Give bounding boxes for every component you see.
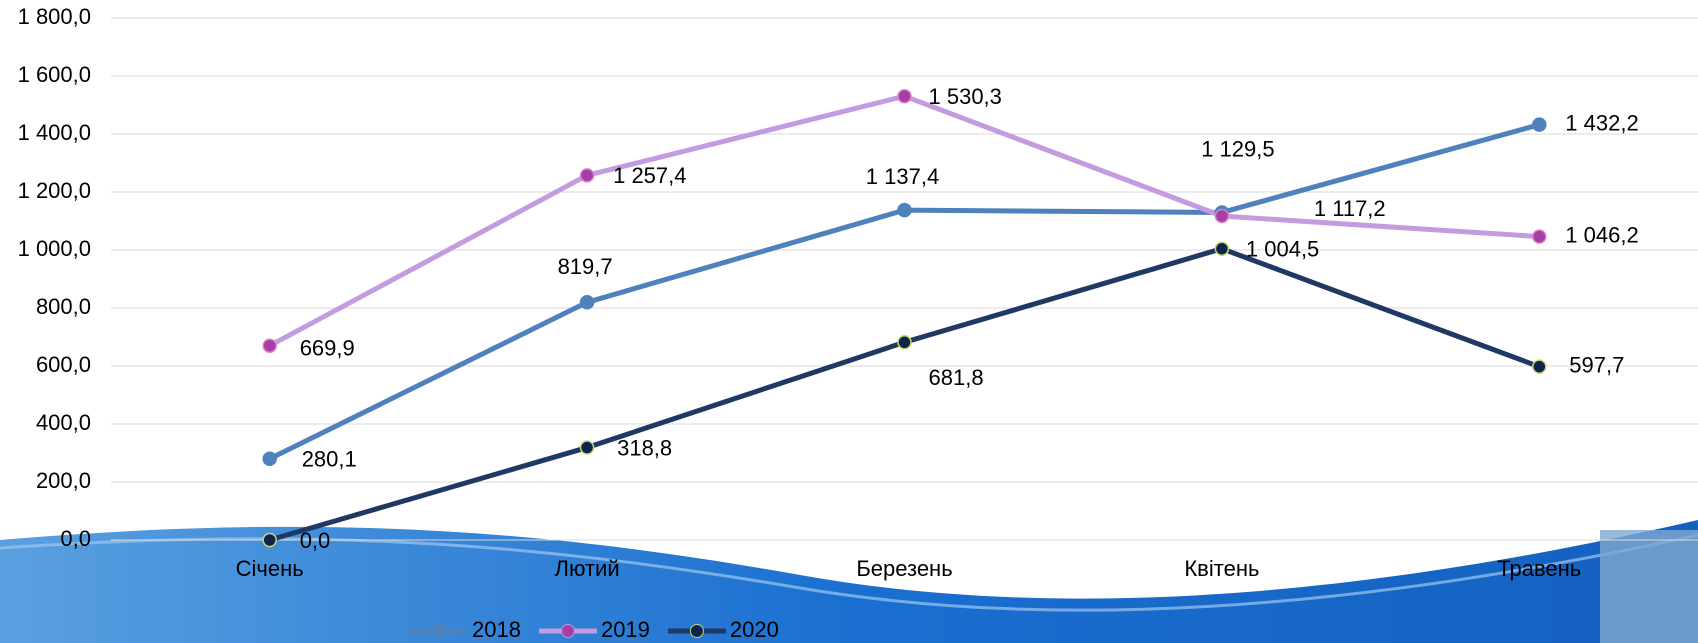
legend-label: 2020 xyxy=(730,617,779,642)
legend-label: 2018 xyxy=(472,617,521,642)
data-point xyxy=(1532,229,1547,244)
data-point xyxy=(262,451,277,467)
data-label: 318,8 xyxy=(617,435,672,460)
y-tick-label: 1 800,0 xyxy=(18,4,91,29)
data-point xyxy=(579,295,595,310)
y-tick-label: 800,0 xyxy=(36,294,91,319)
data-label: 1 046,2 xyxy=(1565,222,1638,247)
y-tick-label: 400,0 xyxy=(36,410,91,435)
data-point xyxy=(1214,241,1230,256)
y-tick-label: 1 000,0 xyxy=(18,236,91,261)
data-point xyxy=(579,168,595,183)
data-point xyxy=(262,532,277,548)
x-tick-label: Березень xyxy=(856,556,952,581)
y-tick-label: 0,0 xyxy=(60,526,91,551)
data-label: 1 129,5 xyxy=(1201,136,1274,161)
y-tick-label: 1 400,0 xyxy=(18,120,91,145)
data-label: 1 257,4 xyxy=(613,163,686,188)
data-point xyxy=(897,88,912,104)
data-label: 1 137,4 xyxy=(866,164,939,189)
data-point xyxy=(897,202,912,218)
legend: 2018 2019 2020 xyxy=(410,617,779,642)
x-tick-label: Лютий xyxy=(555,556,620,581)
legend-marker xyxy=(689,624,704,638)
background-wave xyxy=(0,520,1698,643)
data-point xyxy=(897,335,912,350)
y-tick-label: 200,0 xyxy=(36,468,91,493)
series-line xyxy=(269,246,1541,543)
data-point xyxy=(262,338,277,353)
legend-label: 2019 xyxy=(601,617,650,642)
x-tick-label: Квітень xyxy=(1184,556,1259,581)
x-tick-label: Травень xyxy=(1497,556,1581,581)
y-tick-label: 1 600,0 xyxy=(18,62,91,87)
data-label: 0,0 xyxy=(300,528,331,553)
legend-marker xyxy=(432,624,446,638)
legend-marker xyxy=(560,624,575,638)
corner-photo xyxy=(1600,530,1698,643)
data-label: 1 004,5 xyxy=(1246,237,1319,262)
data-point xyxy=(1532,359,1547,374)
data-point xyxy=(579,440,595,455)
data-point xyxy=(1214,208,1230,224)
data-label: 280,1 xyxy=(302,447,357,472)
y-tick-label: 1 200,0 xyxy=(18,178,91,203)
data-label: 819,7 xyxy=(558,254,613,279)
data-label: 1 530,3 xyxy=(929,84,1002,109)
data-label: 1 432,2 xyxy=(1565,110,1638,135)
data-label: 669,9 xyxy=(300,336,355,361)
data-point xyxy=(1532,117,1547,132)
data-label: 597,7 xyxy=(1569,352,1624,377)
y-tick-label: 600,0 xyxy=(36,352,91,377)
x-tick-label: Січень xyxy=(236,556,304,581)
data-label: 681,8 xyxy=(929,365,984,390)
data-label: 1 117,2 xyxy=(1314,196,1386,221)
